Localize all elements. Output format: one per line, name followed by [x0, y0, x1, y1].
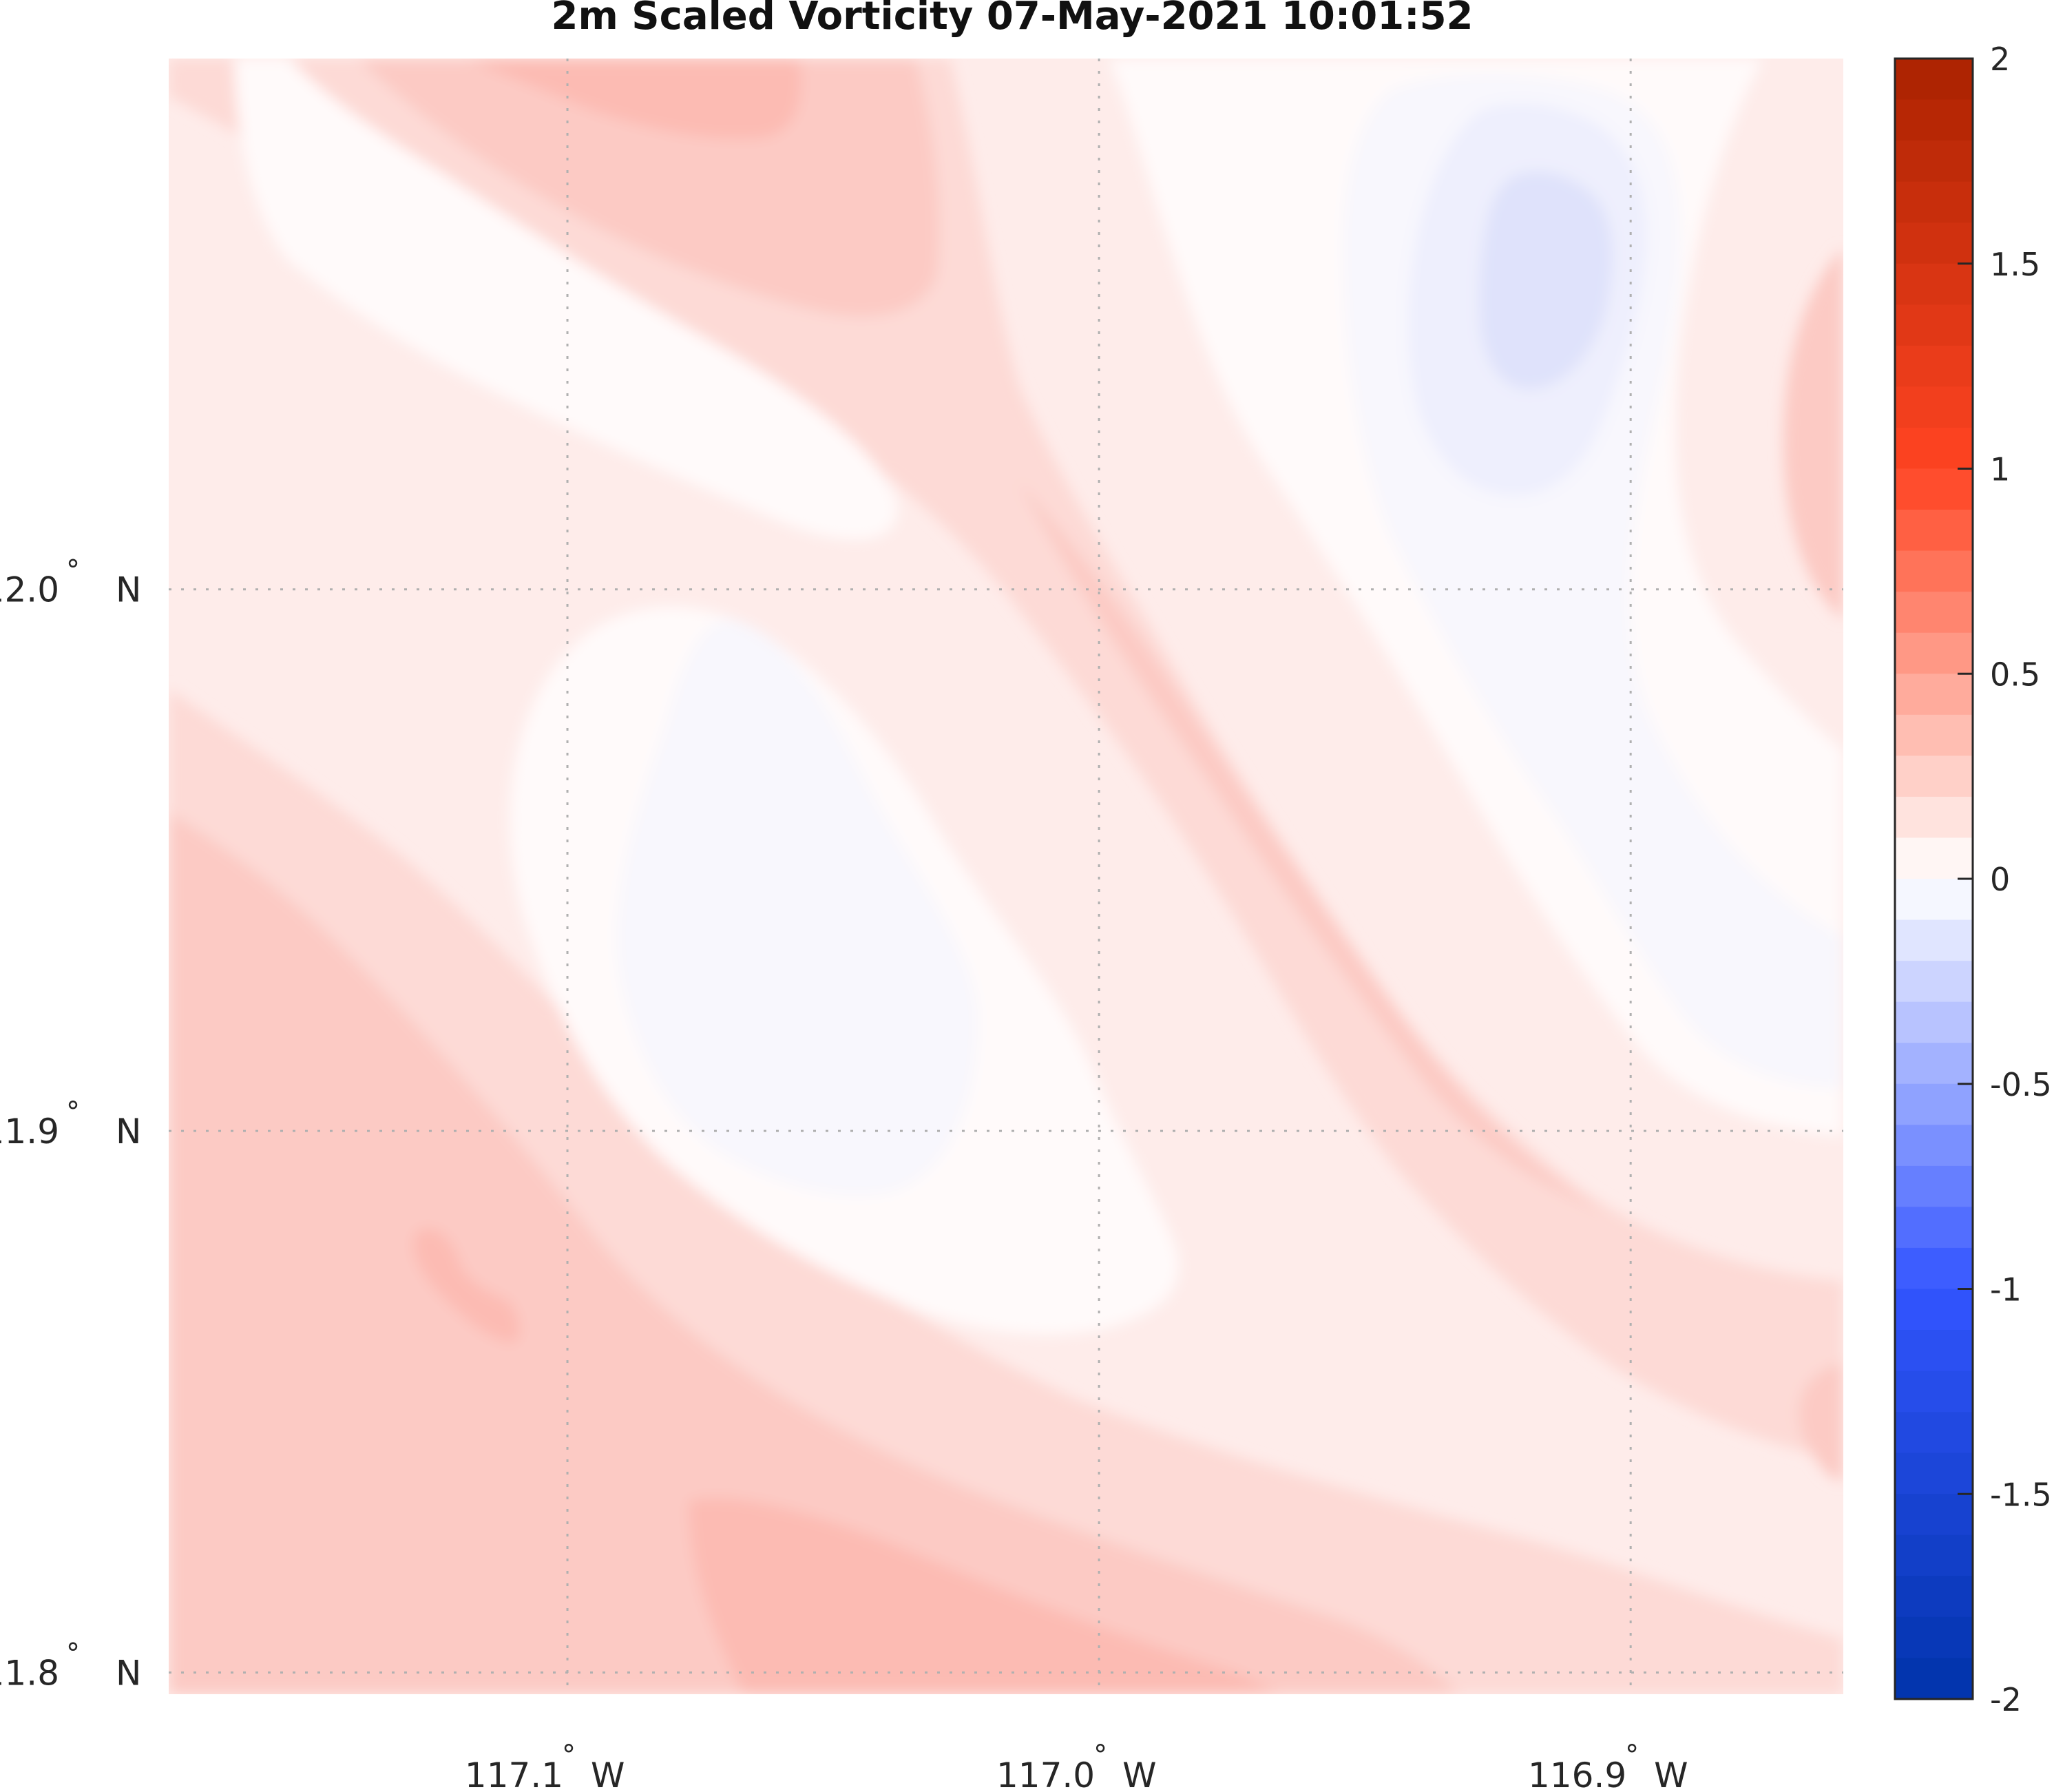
colorbar-tick-label: -2	[1990, 1681, 2022, 1718]
colorbar-segment	[1895, 837, 1973, 879]
contour-level-0.3-top-left	[358, 59, 939, 317]
y-tick-hemisphere: N	[116, 1654, 141, 1694]
colorbar-segment	[1895, 1616, 1973, 1659]
x-tick-label: 117.1	[465, 1755, 563, 1789]
x-tick-hemisphere: W	[1654, 1755, 1688, 1789]
contour-level-0.4-bottom	[689, 1497, 1281, 1694]
x-tick-degree: °	[562, 1740, 576, 1771]
colorbar-segment	[1895, 1371, 1973, 1413]
colorbar-segment	[1895, 592, 1973, 634]
chart-title: 2m Scaled Vorticity 07-May-2021 10:01:52	[551, 0, 1473, 39]
colorbar-segment	[1895, 1289, 1973, 1331]
colorbar-segment	[1895, 919, 1973, 961]
colorbar-segment	[1895, 140, 1973, 183]
colorbar-segment	[1895, 427, 1973, 470]
contour-level-0.05-upper-left	[234, 59, 898, 540]
y-tick-degree: °	[66, 1638, 80, 1670]
colorbar-tick-label: 2	[1990, 41, 2010, 78]
colorbar-tick-label: 1	[1990, 451, 2010, 488]
colorbar-segment	[1895, 796, 1973, 839]
colorbar-segment	[1895, 263, 1973, 305]
contour-level-0.0-center-negative	[616, 620, 978, 1196]
colorbar-segment	[1895, 550, 1973, 592]
vorticity-field	[169, 59, 1843, 1694]
colorbar-tick-label: -1.5	[1990, 1476, 2052, 1513]
x-tick-hemisphere: W	[1122, 1755, 1156, 1789]
colorbar-segment	[1895, 1043, 1973, 1085]
y-tick-degree: °	[66, 1096, 80, 1128]
contour-level-0.2-upper-band	[169, 59, 1843, 1460]
x-tick-label: 116.9	[1528, 1755, 1626, 1789]
contour-level-0.3-right-edge	[1783, 248, 1843, 620]
colorbar-segment	[1895, 181, 1973, 223]
y-tick-hemisphere: N	[116, 1112, 141, 1152]
colorbar-segment	[1895, 756, 1973, 798]
y-tick-degree: °	[66, 555, 80, 587]
colorbar-segment	[1895, 1412, 1973, 1454]
colorbar-segment	[1895, 879, 1973, 921]
contour-level-0.3-lower-band	[169, 813, 1460, 1694]
colorbar-tick-label: -0.5	[1990, 1066, 2052, 1103]
colorbar-tick-label: -1	[1990, 1271, 2022, 1309]
colorbar-segment	[1895, 1452, 1973, 1494]
colorbar-segment	[1895, 304, 1973, 346]
colorbar-segment	[1895, 674, 1973, 716]
plot-area	[169, 59, 1843, 1694]
contour-level-0.3-mid-band	[1019, 482, 1604, 1212]
colorbar-segment	[1895, 1125, 1973, 1167]
colorbar-tick-label: 0.5	[1990, 656, 2040, 693]
y-tick-hemisphere: N	[116, 570, 141, 610]
colorbar-segment	[1895, 468, 1973, 510]
colorbar-segment	[1895, 1247, 1973, 1290]
colorbar-segment	[1895, 632, 1973, 674]
contour-level-0.4-top	[468, 59, 801, 139]
colorbar-segment	[1895, 1330, 1973, 1372]
colorbar-segment	[1895, 1576, 1973, 1618]
x-tick-degree: °	[1093, 1740, 1107, 1771]
colorbar-segment	[1895, 1083, 1973, 1125]
colorbar: 2 1.5 1 0.5 0 -0.5 -1 -1.5 -2	[1894, 41, 2052, 1718]
colorbar-segment	[1895, 99, 1973, 141]
contour-level-0.4-left-spot	[412, 1228, 520, 1343]
x-tick-label: 117.0	[996, 1755, 1095, 1789]
colorbar-segment	[1895, 1494, 1973, 1536]
colorbar-segment	[1895, 345, 1973, 387]
colorbar-segment	[1895, 714, 1973, 756]
contour-level-0.2-negative-core	[1479, 171, 1613, 390]
x-tick-degree: °	[1625, 1740, 1639, 1771]
colorbar-segment	[1895, 1165, 1973, 1207]
colorbar-tick-label: 1.5	[1990, 246, 2040, 283]
colorbar-segment	[1895, 59, 1973, 101]
y-tick-label: 11.8	[0, 1654, 59, 1694]
colorbar-segment	[1895, 510, 1973, 552]
colorbar-segment	[1895, 1658, 1973, 1700]
colorbar-segment	[1895, 1001, 1973, 1043]
y-tick-label: 11.9	[0, 1112, 59, 1152]
colorbar-segment	[1895, 222, 1973, 264]
colorbar-tick-label: 0	[1990, 861, 2010, 898]
colorbar-segment	[1895, 1207, 1973, 1249]
x-tick-hemisphere: W	[591, 1755, 625, 1789]
colorbar-segment	[1895, 1534, 1973, 1576]
colorbar-segment	[1895, 386, 1973, 428]
y-tick-label: 12.0	[0, 570, 59, 610]
colorbar-segment	[1895, 961, 1973, 1003]
contour-level-0.3-right-bottom	[1799, 1364, 1843, 1481]
